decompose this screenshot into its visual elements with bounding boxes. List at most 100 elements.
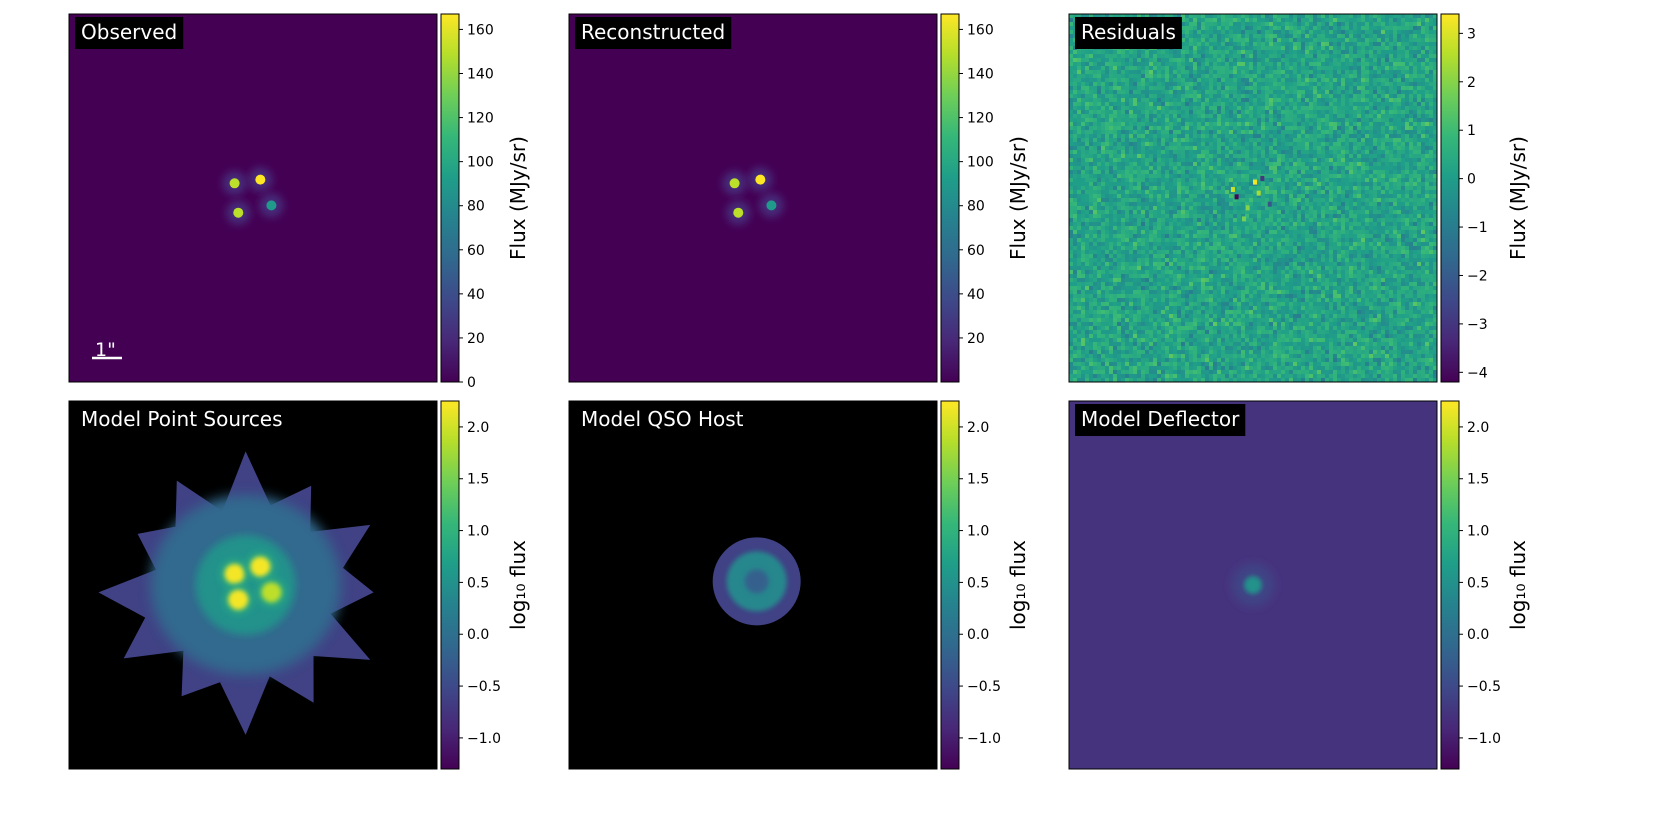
noise-pixel bbox=[1209, 154, 1214, 159]
noise-pixel bbox=[1233, 134, 1238, 139]
noise-pixel bbox=[1229, 30, 1234, 35]
noise-pixel bbox=[1241, 146, 1246, 151]
noise-pixel bbox=[1245, 118, 1250, 123]
noise-pixel bbox=[1209, 322, 1214, 327]
noise-pixel bbox=[1237, 182, 1242, 187]
noise-pixel bbox=[1181, 238, 1186, 243]
noise-pixel bbox=[1121, 338, 1126, 343]
noise-pixel bbox=[1277, 14, 1282, 19]
noise-pixel bbox=[1105, 370, 1110, 375]
noise-pixel bbox=[1269, 54, 1274, 59]
noise-pixel bbox=[1145, 318, 1150, 323]
noise-pixel bbox=[1193, 78, 1198, 83]
noise-pixel bbox=[1237, 358, 1242, 363]
noise-pixel bbox=[1237, 298, 1242, 303]
noise-pixel bbox=[1129, 170, 1134, 175]
noise-pixel bbox=[1193, 214, 1198, 219]
noise-pixel bbox=[1237, 82, 1242, 87]
noise-pixel bbox=[1213, 42, 1218, 47]
noise-pixel bbox=[1261, 306, 1266, 311]
noise-pixel bbox=[1101, 170, 1106, 175]
noise-pixel bbox=[1105, 294, 1110, 299]
noise-pixel bbox=[1165, 226, 1170, 231]
noise-pixel bbox=[1253, 198, 1258, 203]
noise-pixel bbox=[1245, 178, 1250, 183]
noise-pixel bbox=[1245, 314, 1250, 319]
noise-pixel bbox=[1213, 306, 1218, 311]
noise-pixel bbox=[1101, 286, 1106, 291]
noise-pixel bbox=[1165, 186, 1170, 191]
noise-pixel bbox=[1105, 194, 1110, 199]
noise-pixel bbox=[1133, 50, 1138, 55]
noise-pixel bbox=[1141, 234, 1146, 239]
noise-pixel bbox=[1153, 238, 1158, 243]
noise-pixel bbox=[1077, 98, 1082, 103]
noise-pixel bbox=[1165, 214, 1170, 219]
noise-pixel bbox=[1085, 270, 1090, 275]
noise-pixel bbox=[1153, 190, 1158, 195]
noise-pixel bbox=[1069, 222, 1074, 227]
noise-pixel bbox=[1169, 238, 1174, 243]
noise-pixel bbox=[1165, 258, 1170, 263]
noise-pixel bbox=[1225, 302, 1230, 307]
noise-pixel bbox=[1221, 74, 1226, 79]
noise-pixel bbox=[1233, 158, 1238, 163]
noise-pixel bbox=[1181, 230, 1186, 235]
noise-pixel bbox=[1081, 258, 1086, 263]
noise-pixel bbox=[1257, 174, 1262, 179]
noise-pixel bbox=[1213, 238, 1218, 243]
noise-pixel bbox=[1273, 334, 1278, 339]
noise-pixel bbox=[1125, 282, 1130, 287]
noise-pixel bbox=[1149, 70, 1154, 75]
noise-pixel bbox=[1217, 374, 1222, 379]
noise-pixel bbox=[1253, 314, 1258, 319]
noise-pixel bbox=[1253, 266, 1258, 271]
noise-pixel bbox=[1249, 150, 1254, 155]
noise-pixel bbox=[1093, 90, 1098, 95]
noise-pixel bbox=[1145, 338, 1150, 343]
noise-pixel bbox=[1085, 238, 1090, 243]
noise-pixel bbox=[1161, 70, 1166, 75]
noise-pixel bbox=[1197, 286, 1202, 291]
noise-pixel bbox=[1165, 366, 1170, 371]
noise-pixel bbox=[1101, 266, 1106, 271]
noise-pixel bbox=[1249, 262, 1254, 267]
noise-pixel bbox=[1237, 134, 1242, 139]
noise-pixel bbox=[1229, 102, 1234, 107]
noise-pixel bbox=[1229, 346, 1234, 351]
noise-pixel bbox=[1205, 314, 1210, 319]
noise-pixel bbox=[1249, 194, 1254, 199]
noise-pixel bbox=[1249, 254, 1254, 259]
noise-pixel bbox=[1277, 162, 1282, 167]
noise-pixel bbox=[1069, 330, 1074, 335]
noise-pixel bbox=[1217, 126, 1222, 131]
noise-pixel bbox=[1241, 358, 1246, 363]
noise-pixel bbox=[1265, 170, 1270, 175]
noise-pixel bbox=[1261, 362, 1266, 367]
noise-pixel bbox=[1097, 298, 1102, 303]
noise-pixel bbox=[1269, 134, 1274, 139]
noise-pixel bbox=[1181, 18, 1186, 23]
noise-pixel bbox=[1085, 102, 1090, 107]
noise-pixel bbox=[1229, 330, 1234, 335]
noise-pixel bbox=[1081, 210, 1086, 215]
noise-pixel bbox=[1209, 242, 1214, 247]
noise-pixel bbox=[1101, 350, 1106, 355]
noise-pixel bbox=[1141, 318, 1146, 323]
noise-pixel bbox=[1209, 354, 1214, 359]
noise-pixel bbox=[1249, 134, 1254, 139]
noise-pixel bbox=[1205, 162, 1210, 167]
noise-pixel bbox=[1157, 242, 1162, 247]
noise-pixel bbox=[1229, 294, 1234, 299]
noise-pixel bbox=[1081, 230, 1086, 235]
noise-pixel bbox=[1101, 106, 1106, 111]
noise-pixel bbox=[1233, 362, 1238, 367]
noise-pixel bbox=[1205, 274, 1210, 279]
noise-pixel bbox=[1185, 254, 1190, 259]
noise-pixel bbox=[1129, 86, 1134, 91]
noise-pixel bbox=[1209, 174, 1214, 179]
noise-pixel bbox=[1129, 242, 1134, 247]
noise-pixel bbox=[1137, 286, 1142, 291]
noise-pixel bbox=[1185, 110, 1190, 115]
